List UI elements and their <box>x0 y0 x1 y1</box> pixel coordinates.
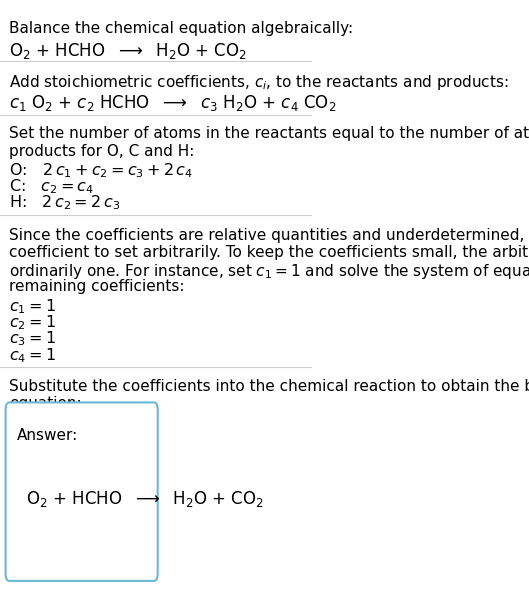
Text: Substitute the coefficients into the chemical reaction to obtain the balanced: Substitute the coefficients into the che… <box>10 379 529 395</box>
Text: coefficient to set arbitrarily. To keep the coefficients small, the arbitrary va: coefficient to set arbitrarily. To keep … <box>10 245 529 260</box>
Text: $\mathregular{O_2}$ + HCHO  $\longrightarrow$  $\mathregular{H_2O}$ + $\mathregu: $\mathregular{O_2}$ + HCHO $\longrightar… <box>10 41 248 61</box>
Text: equation:: equation: <box>10 396 82 412</box>
Text: $c_4 = 1$: $c_4 = 1$ <box>10 346 56 365</box>
Text: Add stoichiometric coefficients, $c_i$, to the reactants and products:: Add stoichiometric coefficients, $c_i$, … <box>10 73 509 92</box>
Text: remaining coefficients:: remaining coefficients: <box>10 279 185 294</box>
Text: O:   $2\,c_1 + c_2 = c_3 + 2\,c_4$: O: $2\,c_1 + c_2 = c_3 + 2\,c_4$ <box>10 161 194 180</box>
Text: $c_3 = 1$: $c_3 = 1$ <box>10 330 56 348</box>
Text: $\mathregular{O_2}$ + HCHO  $\longrightarrow$  $\mathregular{H_2O}$ + $\mathregu: $\mathregular{O_2}$ + HCHO $\longrightar… <box>26 489 264 509</box>
FancyBboxPatch shape <box>6 402 158 581</box>
Text: products for O, C and H:: products for O, C and H: <box>10 144 195 159</box>
Text: $c_2 = 1$: $c_2 = 1$ <box>10 313 56 332</box>
Text: H:   $2\,c_2 = 2\,c_3$: H: $2\,c_2 = 2\,c_3$ <box>10 194 121 212</box>
Text: Since the coefficients are relative quantities and underdetermined, choose a: Since the coefficients are relative quan… <box>10 228 529 243</box>
Text: $c_1$ $\mathregular{O_2}$ + $c_2$ HCHO  $\longrightarrow$  $c_3$ $\mathregular{H: $c_1$ $\mathregular{O_2}$ + $c_2$ HCHO $… <box>10 93 337 113</box>
Text: $c_1 = 1$: $c_1 = 1$ <box>10 297 56 316</box>
Text: C:   $c_2 = c_4$: C: $c_2 = c_4$ <box>10 177 95 196</box>
Text: Answer:: Answer: <box>17 428 78 443</box>
Text: ordinarily one. For instance, set $c_1 = 1$ and solve the system of equations fo: ordinarily one. For instance, set $c_1 =… <box>10 262 529 280</box>
Text: Balance the chemical equation algebraically:: Balance the chemical equation algebraica… <box>10 21 353 36</box>
Text: Set the number of atoms in the reactants equal to the number of atoms in the: Set the number of atoms in the reactants… <box>10 126 529 141</box>
